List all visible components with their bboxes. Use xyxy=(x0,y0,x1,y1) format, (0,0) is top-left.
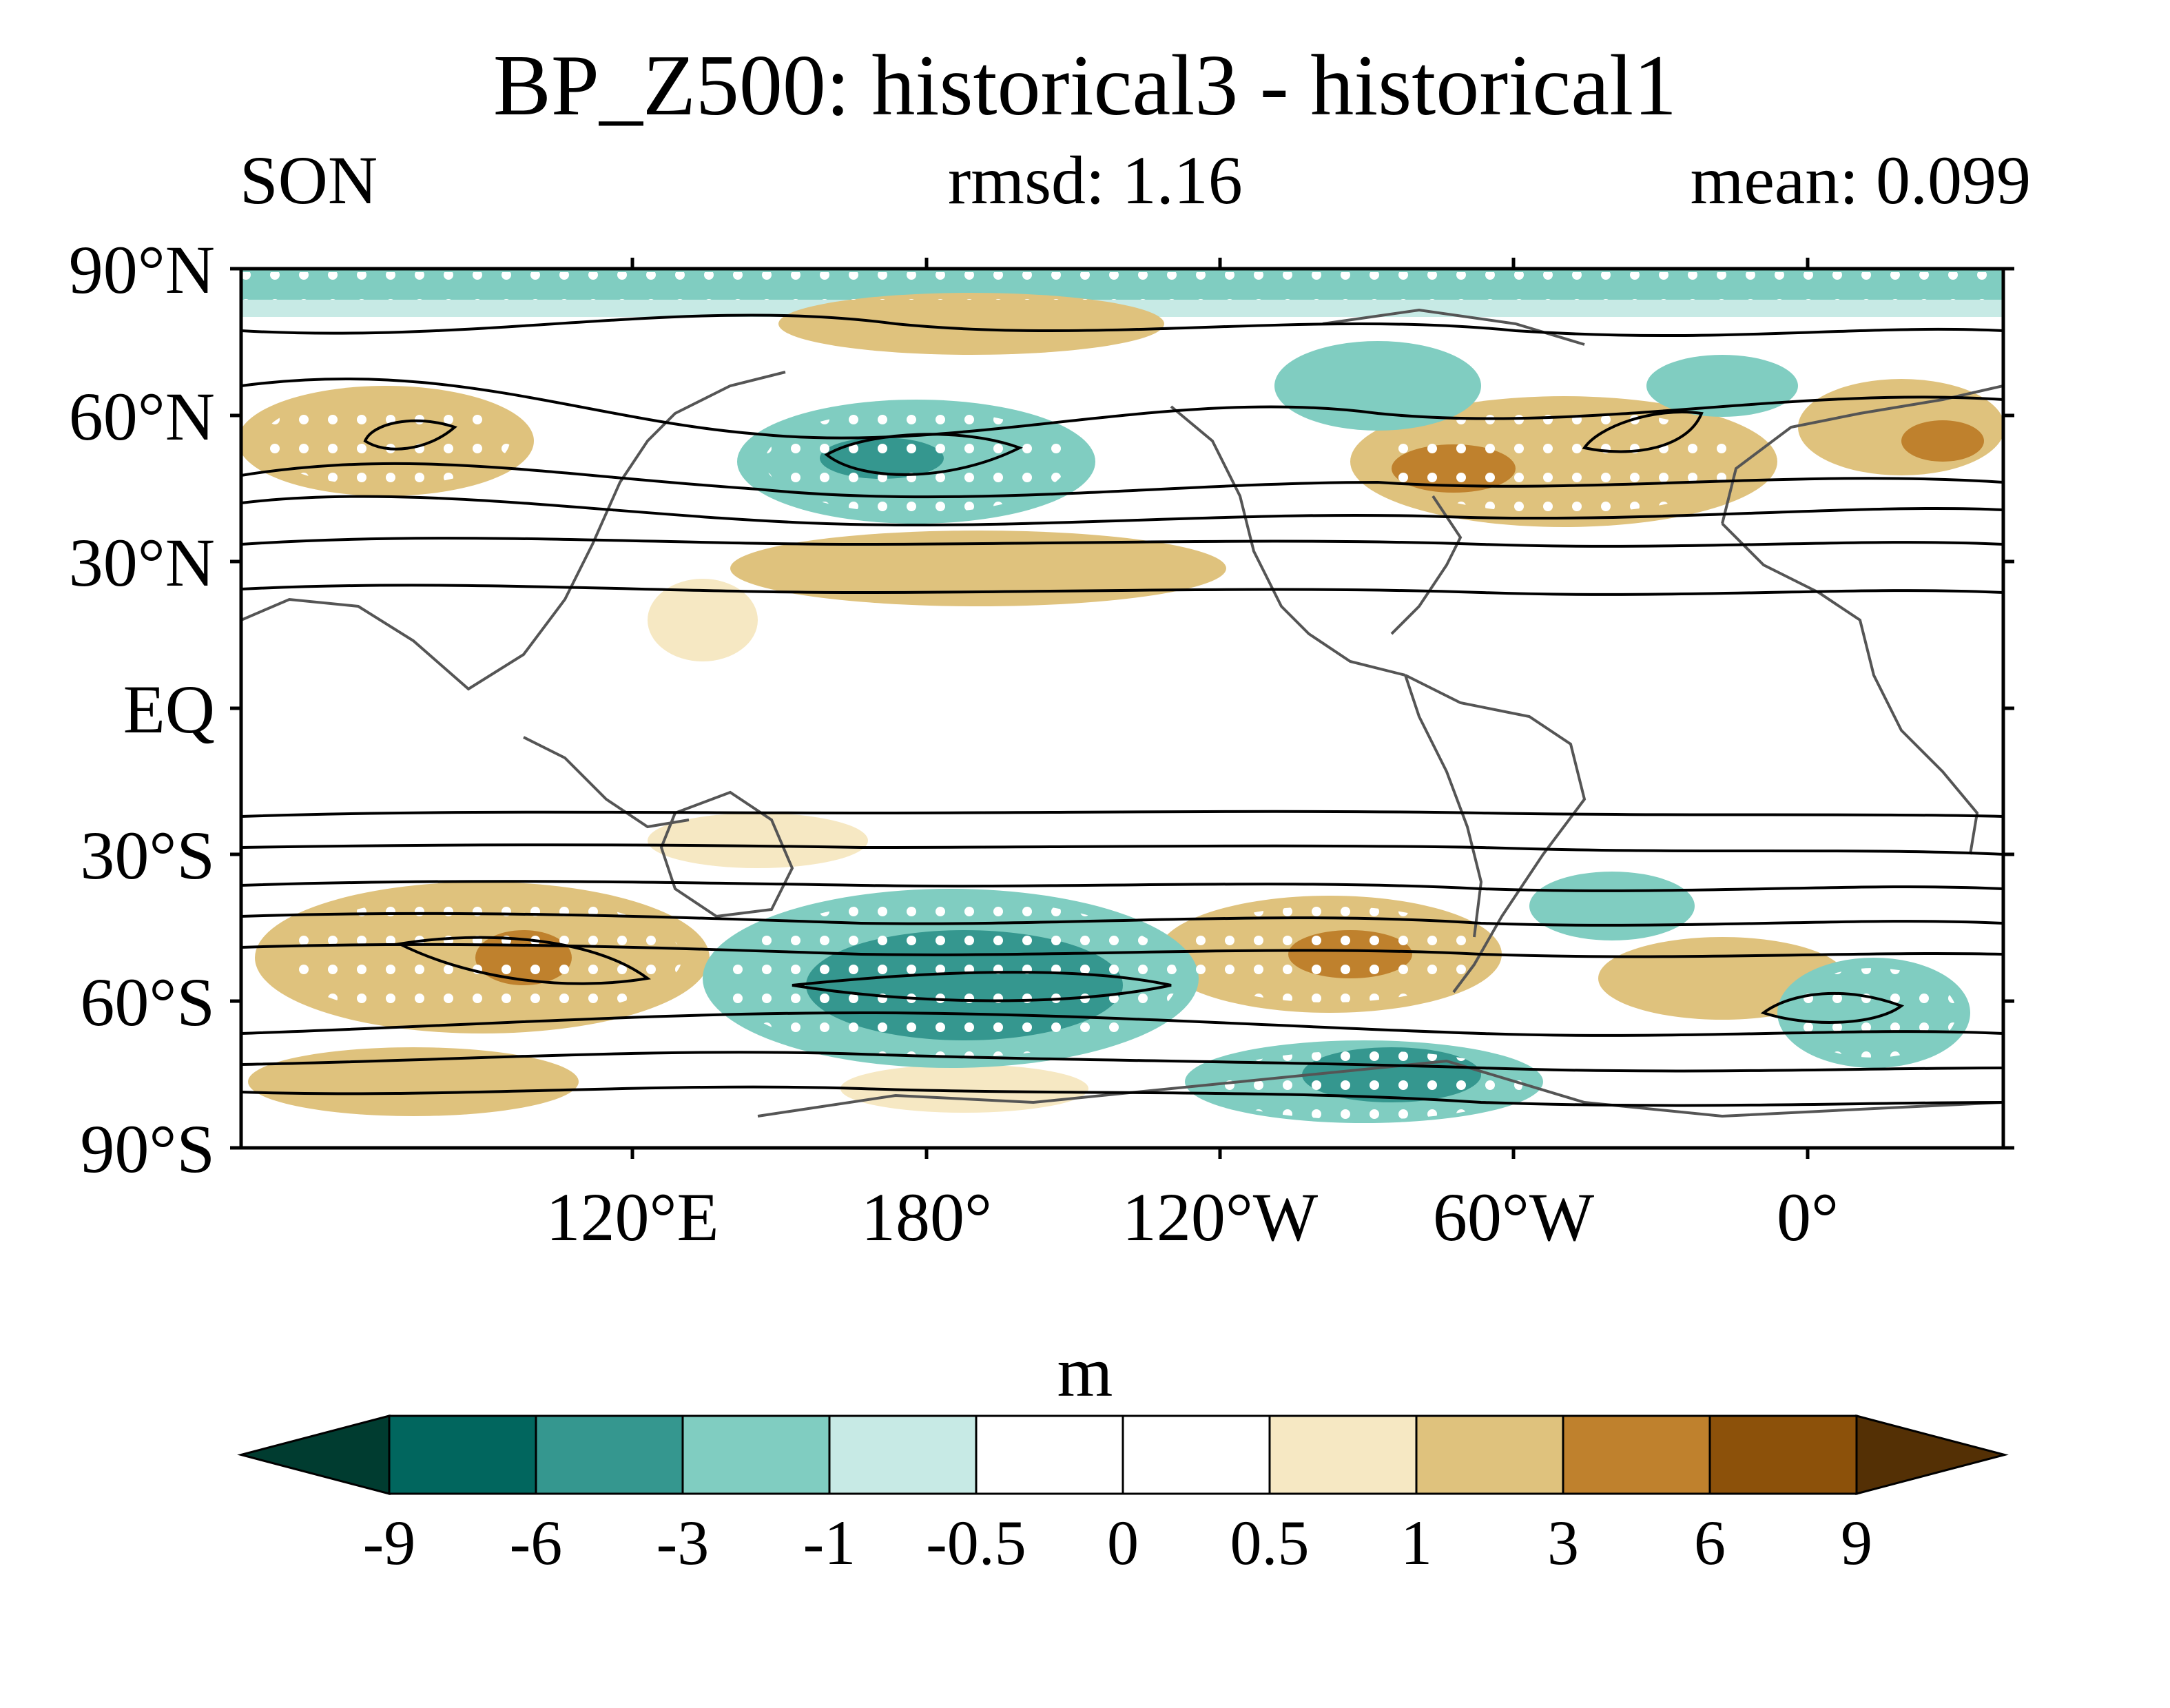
coast-greenland-north xyxy=(1322,308,1585,346)
coast-south-america-west xyxy=(1404,675,1483,938)
lon-label-120e: 120°E xyxy=(546,1179,719,1255)
colorbar-box-9 xyxy=(1708,1414,1858,1495)
sh-negative-south-atlantic xyxy=(1529,872,1695,940)
contour-sh-low-indian xyxy=(395,936,651,985)
coast-antarctica xyxy=(757,1059,2003,1118)
nh-positive-pacific-jet xyxy=(730,531,1226,606)
lat-labels: 90°N 60°N 30°N EQ 30°S 60°S 90°S xyxy=(69,231,215,1187)
coast-indonesia xyxy=(523,736,690,829)
contour-sh-5 xyxy=(241,943,2003,958)
colorbar-box-2 xyxy=(681,1414,831,1495)
colorbar-extend-high xyxy=(1855,1414,2009,1495)
colorbar-box-3 xyxy=(828,1414,978,1495)
colorbar-label: 3 xyxy=(1547,1508,1579,1578)
significance-stippling xyxy=(241,272,2003,1120)
rmsd-label: rmsd: 1.16 xyxy=(948,142,1243,218)
coast-australia xyxy=(659,790,794,918)
colorbar-box-0 xyxy=(388,1414,537,1495)
contour-nh-2 xyxy=(241,377,2003,440)
nh-positive-asia-south xyxy=(648,579,758,661)
contour-sh-6 xyxy=(241,1011,2003,1037)
colorbar-label: 0 xyxy=(1107,1508,1139,1578)
coast-north-america-west xyxy=(1170,405,1406,677)
colorbar: -9 -6 -3 -1 -0.5 0 0.5 1 3 6 9 xyxy=(237,1414,2009,1578)
lat-label-30s: 30°S xyxy=(80,817,215,894)
plot-area xyxy=(241,269,2003,1148)
colorbar-unit: m xyxy=(1057,1333,1113,1412)
colorbar-box-8 xyxy=(1562,1414,1711,1495)
contour-sh-8 xyxy=(241,1085,2003,1107)
contour-sh-low-pacific xyxy=(792,971,1172,1002)
contour-sh-low-atlantic xyxy=(1760,991,1905,1024)
lon-label-180: 180° xyxy=(861,1179,992,1255)
coastlines xyxy=(241,308,2003,1118)
axis-ticks xyxy=(230,258,2014,1159)
contour-sh-4 xyxy=(241,912,2003,927)
colorbar-box-6 xyxy=(1268,1414,1418,1495)
lat-label-30n: 30°N xyxy=(69,524,215,601)
colorbar-extend-low xyxy=(237,1414,391,1495)
mean-label: mean: 0.099 xyxy=(1690,142,2031,218)
sh-positive-australia xyxy=(648,813,868,868)
nh-negative-greenland xyxy=(1646,355,1798,417)
contour-nh-5 xyxy=(241,537,2003,548)
contour-nh-low-atlantic xyxy=(1582,411,1704,453)
nh-positive-arctic-pacific xyxy=(778,293,1164,355)
coast-asia xyxy=(241,371,786,691)
colorbar-label: -9 xyxy=(363,1508,416,1578)
lon-labels: 120°E 180° 120°W 60°W 0° xyxy=(546,1179,1839,1255)
contour-nh-3 xyxy=(241,462,2003,499)
coast-south-america xyxy=(1405,674,1587,994)
colorbar-label: -0.5 xyxy=(926,1508,1026,1578)
contour-sh-3 xyxy=(241,880,2003,892)
climatology-contours xyxy=(241,313,2003,1107)
lon-label-120w: 120°W xyxy=(1122,1179,1319,1255)
colorbar-label: -1 xyxy=(803,1508,856,1578)
lat-label-60n: 60°N xyxy=(69,378,215,455)
contour-nh-6 xyxy=(241,584,2003,596)
lat-label-eq: EQ xyxy=(123,671,215,748)
contour-sh-7 xyxy=(241,1051,2003,1073)
colorbar-box-4 xyxy=(975,1414,1124,1495)
lon-label-0: 0° xyxy=(1777,1179,1839,1255)
contour-sh-1 xyxy=(241,810,2003,818)
contour-nh-1 xyxy=(241,313,2003,338)
contour-nh-low-pacific xyxy=(824,433,1024,476)
lat-label-60s: 60°S xyxy=(80,964,215,1040)
coast-africa xyxy=(1721,522,1979,855)
colorbar-label: -3 xyxy=(657,1508,710,1578)
nh-positive-europe-core xyxy=(1901,420,1984,462)
colorbar-label: -6 xyxy=(510,1508,563,1578)
colorbar-box-7 xyxy=(1415,1414,1564,1495)
colorbar-label: 6 xyxy=(1694,1508,1726,1578)
colorbar-label: 0.5 xyxy=(1230,1508,1310,1578)
contour-nh-low-asia xyxy=(363,419,457,451)
lon-label-60w: 60°W xyxy=(1433,1179,1595,1255)
colorbar-label: 1 xyxy=(1401,1508,1432,1578)
lat-label-90s: 90°S xyxy=(80,1111,215,1187)
sh-positive-antarctic-indian xyxy=(248,1047,579,1116)
colorbar-label: 9 xyxy=(1841,1508,1872,1578)
map-title: BP_Z500: historical3 - historical1 xyxy=(493,38,1677,134)
contour-sh-2 xyxy=(241,843,2003,856)
season-label: SON xyxy=(240,142,378,218)
contour-nh-4 xyxy=(241,495,2003,527)
lat-label-90n: 90°N xyxy=(69,231,215,308)
colorbar-box-1 xyxy=(535,1414,684,1495)
colorbar-box-5 xyxy=(1122,1414,1271,1495)
coast-north-america-east xyxy=(1390,495,1463,635)
